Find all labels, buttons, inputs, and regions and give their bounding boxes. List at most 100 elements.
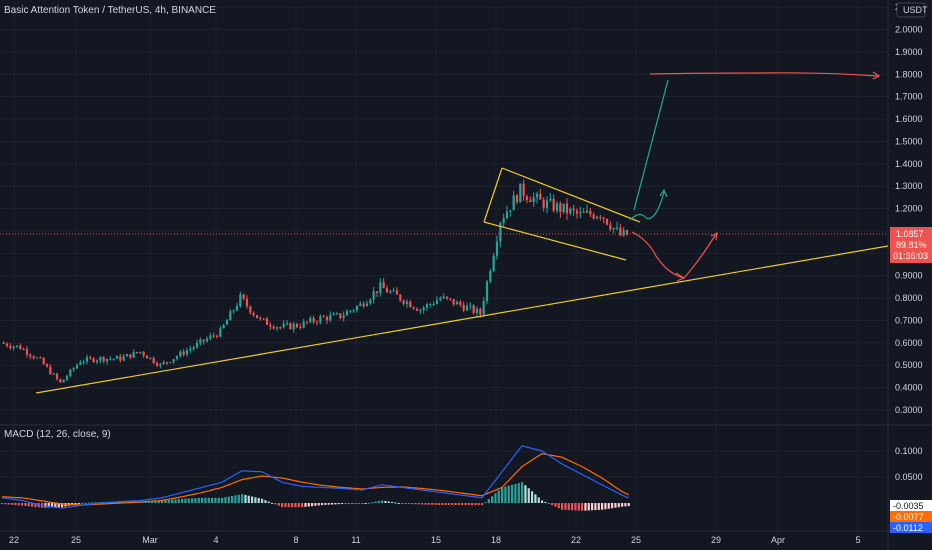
macd-histogram-bar <box>591 503 594 511</box>
candle-up <box>205 338 209 342</box>
candle-up <box>585 210 589 213</box>
macd-indicator-label[interactable]: MACD (12, 26, close, 9) <box>4 429 111 440</box>
macd-histogram-bar <box>207 497 210 503</box>
price-tick-label: 0.7000 <box>895 315 923 325</box>
macd-histogram-bar <box>357 503 360 505</box>
macd-histogram-bar <box>424 503 427 505</box>
candle-up <box>579 212 582 214</box>
macd-histogram-bar <box>484 502 487 504</box>
candle-down <box>255 315 259 319</box>
wedge-left-edge[interactable] <box>483 167 503 223</box>
candlestick-series <box>2 179 629 383</box>
time-tick-label: 8 <box>293 535 298 545</box>
macd-tick-label: 0.1000 <box>895 446 923 456</box>
macd-histogram-bar <box>84 502 87 504</box>
candle-up <box>512 195 515 211</box>
candle-down <box>249 306 252 313</box>
candle-down <box>135 352 139 354</box>
macd-histogram-bar <box>564 503 567 510</box>
wedge-upper-line[interactable] <box>501 167 641 223</box>
candle-down <box>29 354 32 357</box>
macd-histogram-bar <box>34 503 37 507</box>
candle-down <box>272 326 275 329</box>
macd-histogram-bar <box>514 483 517 503</box>
candle-down <box>522 183 525 197</box>
wedge-lower-line[interactable] <box>483 221 627 261</box>
macd-histogram-bar <box>231 495 234 503</box>
candle-up <box>169 362 172 364</box>
macd-histogram-bar <box>397 503 400 504</box>
macd-histogram-bar <box>211 497 214 503</box>
macd-histogram-bar <box>77 503 80 504</box>
macd-histogram-bar <box>371 502 374 504</box>
candle-up <box>345 311 349 316</box>
candle-down <box>609 224 612 230</box>
macd-histogram-bar <box>477 503 480 506</box>
macd-histogram-bar <box>204 497 207 503</box>
candle-down <box>525 196 529 200</box>
candle-up <box>112 358 115 360</box>
candle-up <box>332 313 335 316</box>
alternate-path-arrow[interactable] <box>631 231 717 279</box>
candle-down <box>269 324 272 327</box>
breakout-arrow-hook[interactable] <box>629 191 665 221</box>
candle-down <box>25 349 29 355</box>
candle-down <box>129 354 132 358</box>
currency-button[interactable] <box>896 2 926 18</box>
macd-histogram-bar <box>454 503 457 506</box>
candle-up <box>159 363 162 366</box>
candle-down <box>472 305 475 314</box>
support-trendline[interactable] <box>35 245 889 394</box>
macd-histogram-bar <box>344 503 347 505</box>
macd-axis[interactable]: 0.0500 0.1000 <box>895 446 923 482</box>
macd-histogram-bar <box>311 503 314 507</box>
candle-down <box>22 349 25 351</box>
drawings[interactable] <box>35 71 889 394</box>
macd-histogram-bar <box>284 503 287 508</box>
alternate-dip-head <box>675 272 686 282</box>
macd-histogram-bar <box>184 498 187 503</box>
macd-histogram-bar <box>524 485 527 503</box>
candle-down <box>152 357 155 364</box>
candle-up <box>172 358 175 363</box>
candle-up <box>482 301 485 315</box>
candle-down <box>539 193 542 200</box>
macd-histogram-bar <box>251 496 254 503</box>
price-tick-label: 0.6000 <box>895 338 923 348</box>
macd-histogram-bar <box>597 503 600 510</box>
macd-histogram-bar <box>154 500 157 503</box>
macd-histogram-bar <box>504 486 507 503</box>
macd-histogram-bar <box>624 503 627 507</box>
price-tick-label: 0.8000 <box>895 293 923 303</box>
macd-histogram-bar <box>384 500 387 503</box>
macd-histogram-bar <box>161 500 164 503</box>
candle-up <box>195 342 199 348</box>
macd-histogram-bar <box>367 502 370 504</box>
candle-down <box>322 316 325 318</box>
candle-down <box>399 294 402 301</box>
time-tick-label: 18 <box>491 535 501 545</box>
time-tick-label: 11 <box>351 535 360 545</box>
macd-histogram-bar <box>511 484 514 503</box>
candle-down <box>119 356 122 361</box>
macd-histogram-bar <box>614 503 617 508</box>
candle-down <box>529 199 532 202</box>
price-tick-label: 0.3000 <box>895 405 923 415</box>
candle-up <box>359 303 362 307</box>
breakout-arrow[interactable] <box>633 79 669 211</box>
candle-up <box>75 364 79 369</box>
candle-down <box>605 218 609 225</box>
time-axis[interactable]: 22 25 Mar 4 8 11 15 18 22 25 29 Apr 5 <box>9 535 861 545</box>
candle-down <box>445 296 449 299</box>
macd-histogram-bar <box>487 499 490 503</box>
macd-histogram-bar <box>457 503 460 506</box>
target-level-line[interactable] <box>649 72 879 77</box>
current-price-badge: 1.0857 89.81% 01:36:03 <box>890 227 932 263</box>
candle-down <box>32 356 35 359</box>
candle-up <box>355 306 359 311</box>
macd-histogram-bar <box>391 501 394 503</box>
time-tick-label: 4 <box>213 535 218 545</box>
candle-down <box>89 357 92 359</box>
macd-histogram-bar <box>394 502 397 504</box>
